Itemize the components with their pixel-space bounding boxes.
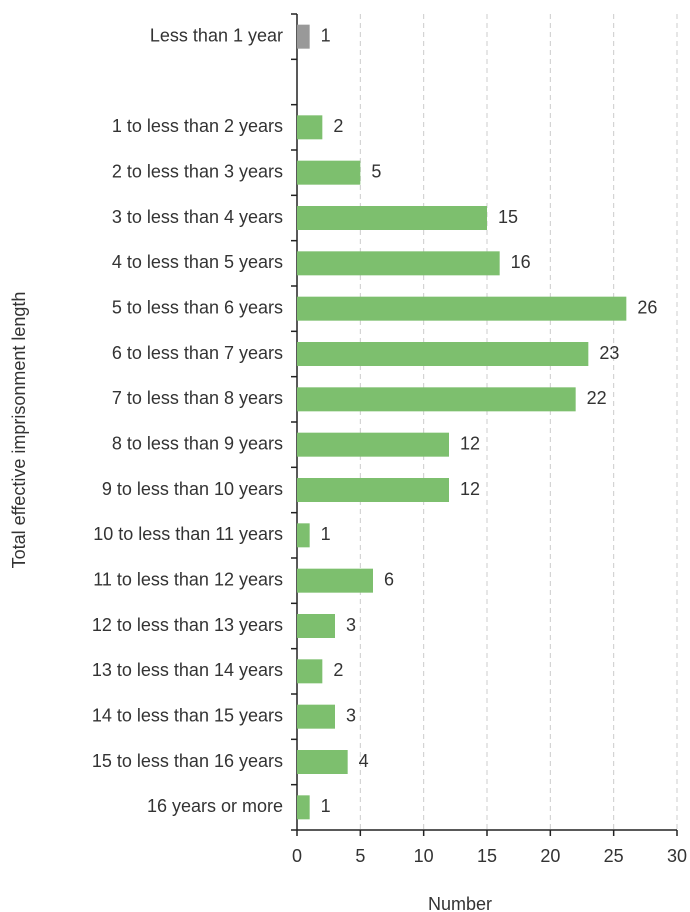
value-label: 2 [333,660,343,680]
bar [297,206,487,230]
y-tick-label: 4 to less than 5 years [112,252,283,272]
y-tick-label: 13 to less than 14 years [92,660,283,680]
y-tick-label: 7 to less than 8 years [112,388,283,408]
y-tick-label: 15 to less than 16 years [92,751,283,771]
y-tick-label: 9 to less than 10 years [102,479,283,499]
value-label: 6 [384,569,394,589]
x-tick-label: 0 [292,846,302,866]
y-tick-label: 14 to less than 15 years [92,705,283,725]
value-label: 5 [371,161,381,181]
x-tick-label: 10 [414,846,434,866]
x-tick-label: 30 [667,846,687,866]
y-tick-label: 10 to less than 11 years [93,524,283,544]
bar [297,523,310,548]
value-label: 2 [333,116,343,136]
y-tick-label: 8 to less than 9 years [112,433,283,453]
value-label: 12 [460,479,480,499]
y-tick-label: 16 years or more [147,796,283,816]
value-label: 1 [321,25,331,45]
y-tick-label: 11 to less than 12 years [93,569,283,589]
y-tick-label: Less than 1 year [150,25,283,45]
y-tick-label: 5 to less than 6 years [112,297,283,317]
bar [297,568,373,593]
x-tick-label: 25 [604,846,624,866]
y-axis-label: Total effective imprisonment length [9,292,29,569]
y-tick-label: 12 to less than 13 years [92,615,283,635]
x-tick-label: 5 [355,846,365,866]
bar [297,704,335,729]
bar [297,614,335,638]
bar [297,478,449,502]
bar [297,115,323,140]
bar [297,387,576,412]
value-label: 3 [346,705,356,725]
bar [297,795,310,820]
bar [297,24,310,49]
value-label: 26 [637,297,657,317]
bar [297,296,627,321]
bar [297,160,361,185]
bar [297,342,589,366]
value-label: 15 [498,207,518,227]
x-tick-label: 15 [477,846,497,866]
y-tick-label: 2 to less than 3 years [112,161,283,181]
value-label: 1 [321,524,331,544]
bar [297,750,348,774]
bar [297,432,449,457]
y-tick-label: 6 to less than 7 years [112,343,283,363]
x-tick-label: 20 [540,846,560,866]
value-label: 16 [511,252,531,272]
y-tick-label: 1 to less than 2 years [112,116,283,136]
bar [297,659,323,684]
value-label: 12 [460,433,480,453]
value-label: 3 [346,615,356,635]
value-label: 23 [599,343,619,363]
value-label: 22 [587,388,607,408]
value-label: 1 [321,796,331,816]
y-tick-label: 3 to less than 4 years [112,207,283,227]
value-label: 4 [359,751,369,771]
x-axis-label: Number [428,894,492,912]
bar [297,251,500,276]
